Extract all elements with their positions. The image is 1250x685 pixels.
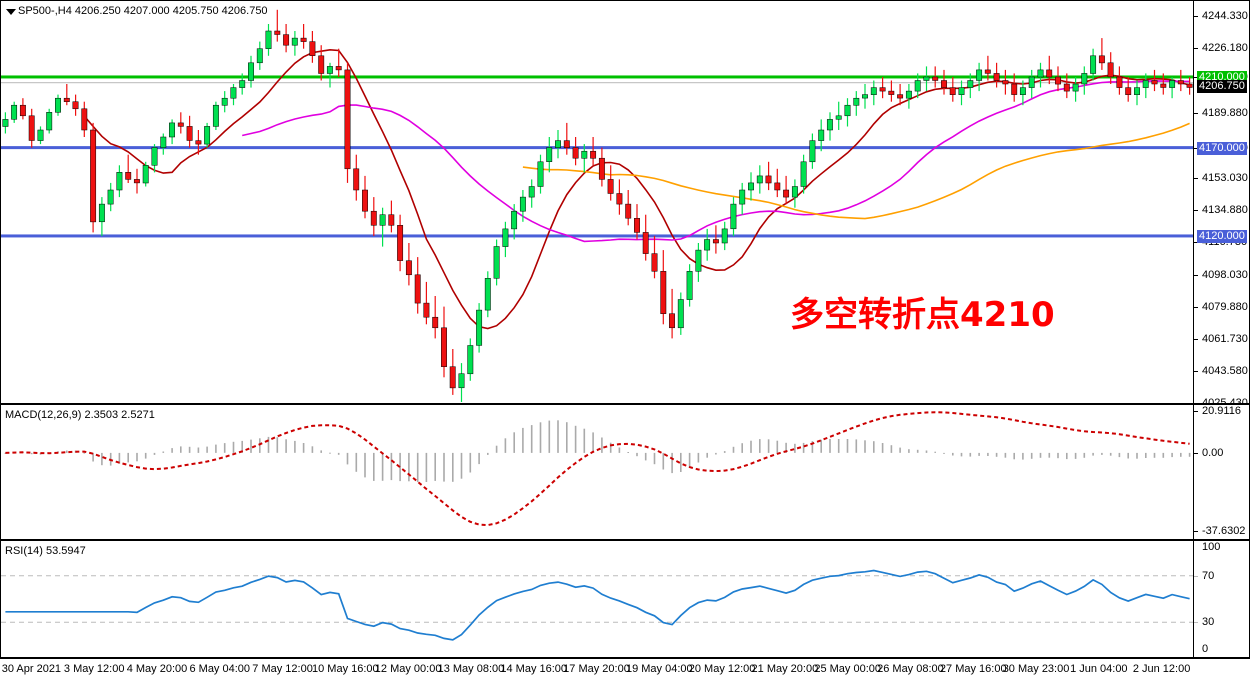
macd-axis-tick (1194, 452, 1198, 454)
macd-axis-label: -37.6302 (1202, 525, 1246, 537)
current-price-tag[interactable]: 4206.750 (1197, 79, 1247, 93)
rsi-axis-label: 30 (1202, 616, 1215, 629)
price-axis-tick (1194, 403, 1198, 404)
time-axis-label: 6 May 04:00 (189, 663, 251, 675)
price-axis-label: 4061.730 (1202, 332, 1248, 345)
time-axis-label: 20 May 12:00 (688, 663, 756, 675)
price-axis-tick (1194, 338, 1198, 340)
time-axis-label: 12 May 00:00 (374, 663, 442, 675)
macd-plot-area[interactable] (1, 405, 1193, 539)
price-axis-tick (1194, 147, 1198, 149)
time-axis-label: 21 May 20:00 (751, 663, 819, 675)
time-axis-label: 26 May 08:00 (877, 663, 944, 675)
price-axis-tick (1194, 177, 1198, 179)
price-panel: 4244.3304226.1804210.0004189.8804170.000… (0, 0, 1250, 409)
rsi-panel-title: RSI(14) 53.5947 (5, 545, 86, 557)
price-axis-label: 4134.880 (1202, 203, 1248, 216)
time-axis-label: 10 May 16:00 (312, 663, 379, 675)
macd-svg (4, 411, 1191, 527)
price-panel-title: SP500-,H4 4206.250 4207.000 4205.750 420… (18, 5, 268, 17)
price-axis-tick (1194, 306, 1198, 308)
time-axis-label: 30 May 23:00 (1002, 663, 1070, 675)
rsi-axis-label: 70 (1202, 569, 1215, 582)
macd-axis-tick (1194, 531, 1198, 532)
time-axis-label: 30 Apr 2021 (1, 663, 62, 675)
rsi-axis-tick (1194, 622, 1198, 624)
price-axis-label: 4079.880 (1202, 300, 1248, 313)
macd-panel: 20.9116 0.00 -37.6302 (0, 404, 1250, 540)
rsi-svg (1, 569, 1193, 641)
caret-down-icon[interactable] (6, 9, 16, 15)
price-axis-label: 4153.030 (1202, 171, 1248, 184)
time-axis-label: 13 May 08:00 (437, 663, 505, 675)
price-axis-tick (1194, 112, 1198, 114)
time-axis-label: 17 May 20:00 (563, 663, 630, 675)
price-axis-label: 4098.030 (1202, 268, 1248, 281)
price-axis-tick (1194, 241, 1198, 243)
rsi-axis-label: 100 (1202, 541, 1221, 553)
macd-panel-title: MACD(12,26,9) 2.3503 2.5271 (5, 409, 155, 421)
rsi-axis-tick (1194, 575, 1198, 577)
price-axis-tick (1194, 370, 1198, 372)
time-axis-label: 25 May 00:00 (814, 663, 881, 675)
price-axis-tick (1194, 48, 1198, 50)
price-axis-tick (1194, 274, 1198, 276)
macd-axis[interactable]: 20.9116 0.00 -37.6302 (1193, 405, 1249, 539)
rsi-panel: 100 70 30 0 (0, 540, 1250, 658)
time-axis-label: 1 Jun 04:00 (1070, 663, 1128, 675)
chart-annotation-text: 多空转折点4210 (790, 295, 1055, 335)
price-level-tag-4170[interactable]: 4170.000 (1197, 141, 1247, 155)
price-axis-label: 4043.580 (1202, 364, 1248, 377)
time-axis-label: 3 May 12:00 (63, 663, 125, 675)
price-axis-tick (1194, 209, 1198, 211)
price-axis-label: 4244.330 (1202, 10, 1248, 23)
price-axis-tick (1194, 16, 1198, 18)
price-axis[interactable]: 4244.3304226.1804210.0004189.8804170.000… (1193, 1, 1249, 409)
price-plot-area[interactable] (1, 1, 1193, 403)
price-axis-tick (1194, 76, 1198, 78)
time-axis-label: 2 Jun 12:00 (1132, 663, 1191, 675)
macd-axis-tick (1194, 411, 1198, 412)
rsi-axis-label: 0 (1202, 643, 1209, 655)
price-candlestick-svg (1, 9, 1193, 402)
rsi-axis[interactable]: 100 70 30 0 (1193, 541, 1249, 657)
macd-axis-label: 0.00 (1202, 446, 1224, 459)
price-axis-label: 4025.430 (1202, 397, 1248, 409)
time-axis-label: 19 May 04:00 (625, 663, 693, 675)
time-axis-label: 27 May 16:00 (939, 663, 1007, 675)
time-axis-label: 7 May 12:00 (252, 663, 313, 675)
macd-axis-label: 20.9116 (1202, 405, 1241, 417)
price-axis-label: 4189.880 (1202, 106, 1248, 119)
time-axis-label: 14 May 16:00 (500, 663, 568, 675)
time-axis[interactable]: 30 Apr 2021 3 May 12:00 4 May 20:00 6 May 0… (0, 658, 1250, 685)
price-axis-label: 4226.180 (1202, 42, 1248, 55)
price-level-tag-4120[interactable]: 4120.000 (1197, 229, 1247, 243)
rsi-plot-area[interactable] (1, 541, 1193, 657)
time-axis-label: 4 May 20:00 (126, 663, 188, 675)
